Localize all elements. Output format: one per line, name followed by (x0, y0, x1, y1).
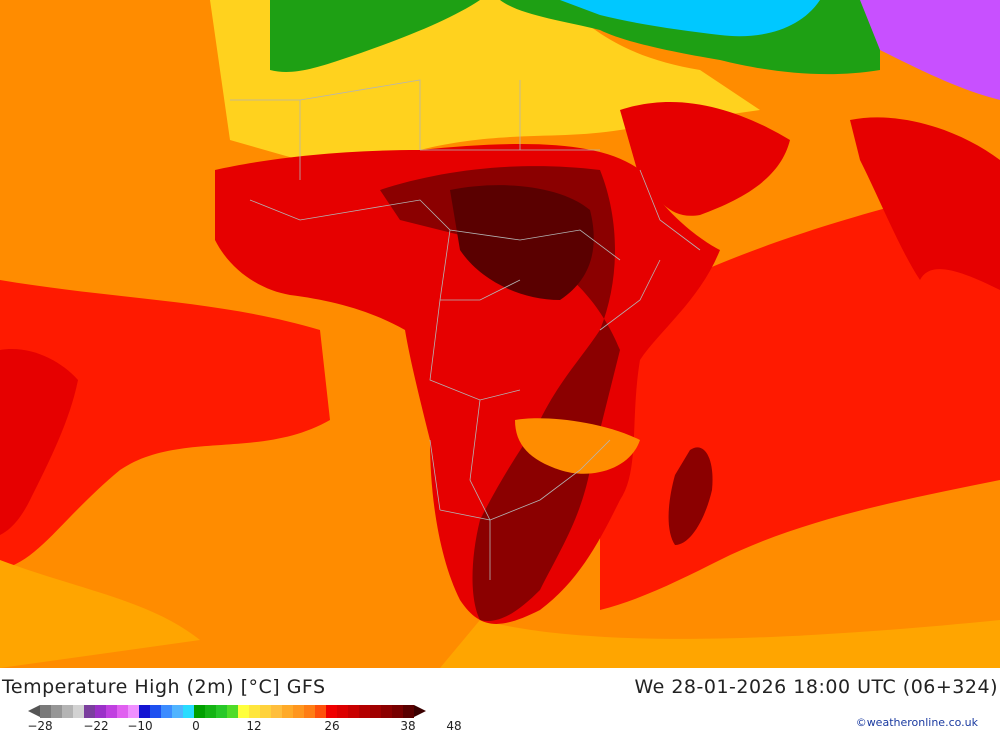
south-america (0, 349, 78, 535)
scale-swatch (106, 705, 117, 718)
scale-arrow-left-icon (28, 705, 40, 717)
scale-swatch (304, 705, 315, 718)
scale-tick-label: 38 (400, 719, 416, 733)
sahel-hotspot (450, 185, 594, 300)
scale-swatch (348, 705, 359, 718)
scale-swatch (381, 705, 392, 718)
southern-ocean-orange (440, 620, 1000, 668)
scale-swatch (337, 705, 348, 718)
color-scale (28, 705, 426, 718)
north-borders (230, 79, 600, 180)
scale-tick-label: 0 (192, 719, 200, 733)
scale-swatch (326, 705, 337, 718)
scale-swatch (293, 705, 304, 718)
scale-swatch (216, 705, 227, 718)
scale-swatch (315, 705, 326, 718)
scale-swatch (183, 705, 194, 718)
south-atlantic-orange (0, 560, 200, 668)
scale-swatch (40, 705, 51, 718)
scale-ticks: −28 −22 −10 0 12 26 38 48 (0, 719, 470, 735)
northeast-purple (860, 0, 1000, 100)
scale-swatch (139, 705, 150, 718)
scale-swatch (95, 705, 106, 718)
mediterranean-green (270, 0, 480, 72)
scale-swatch (150, 705, 161, 718)
scale-swatch (117, 705, 128, 718)
scale-tick-label: 26 (324, 719, 340, 733)
scale-swatch (73, 705, 84, 718)
scale-swatch (282, 705, 293, 718)
scale-swatch (84, 705, 95, 718)
scale-swatch (271, 705, 282, 718)
scale-swatch (403, 705, 414, 718)
scale-swatch (227, 705, 238, 718)
scale-swatch (172, 705, 183, 718)
temperature-map[interactable] (0, 0, 1000, 668)
india-land (850, 117, 1000, 290)
plateau-cooler (515, 418, 640, 474)
scale-swatch (370, 705, 381, 718)
scale-swatch (205, 705, 216, 718)
northeast-cyan (560, 0, 820, 37)
scale-swatch (260, 705, 271, 718)
map-canvas (0, 0, 1000, 668)
scale-swatch (51, 705, 62, 718)
scale-swatch (128, 705, 139, 718)
scale-tick-label: 12 (246, 719, 262, 733)
madagascar (668, 447, 713, 545)
footer: Temperature High (2m) [°C] GFS We 28-01-… (0, 668, 1000, 733)
scale-swatch (238, 705, 249, 718)
country-borders (230, 79, 701, 580)
scale-tick-label: −22 (83, 719, 109, 733)
scale-swatch (359, 705, 370, 718)
central-africa-dark (380, 166, 620, 621)
arabia-land (620, 101, 790, 216)
scale-arrow-right-icon (414, 705, 426, 717)
scale-swatch (62, 705, 73, 718)
credit-link[interactable]: ©weatheronline.co.uk (855, 716, 978, 729)
atlantic-warm-band (0, 280, 330, 570)
south-borders (429, 439, 491, 580)
map-title: Temperature High (2m) [°C] GFS (2, 676, 326, 698)
central-borders (249, 199, 621, 521)
scale-swatch (161, 705, 172, 718)
east-borders (599, 169, 701, 331)
scale-swatch (249, 705, 260, 718)
scale-swatch (194, 705, 205, 718)
scale-swatch (392, 705, 403, 718)
scale-swatches (40, 705, 414, 718)
scale-tick-label: −28 (27, 719, 53, 733)
forecast-datetime: We 28-01-2026 18:00 UTC (06+324) (634, 676, 998, 698)
scale-tick-label: 48 (446, 719, 462, 733)
scale-tick-label: −10 (127, 719, 153, 733)
